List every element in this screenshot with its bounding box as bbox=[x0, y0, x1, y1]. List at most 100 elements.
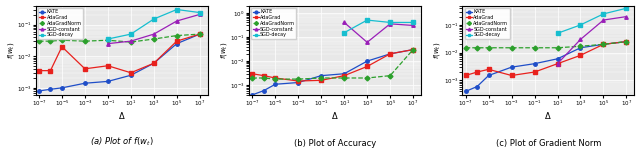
AdaGrad bbox=[577, 54, 584, 56]
Y-axis label: $f(w_t)$: $f(w_t)$ bbox=[219, 42, 229, 59]
Legend: KATE, AdaGrad, AdaGradNorm, SGD-constant, SGD-decay: KATE, AdaGrad, AdaGradNorm, SGD-constant… bbox=[252, 8, 296, 39]
KATE bbox=[260, 90, 268, 91]
SGD-constant bbox=[173, 20, 180, 22]
SGD-decay bbox=[577, 24, 584, 26]
SGD-decay bbox=[150, 18, 157, 20]
KATE bbox=[364, 60, 371, 62]
Line: SGD-constant: SGD-constant bbox=[106, 13, 202, 45]
SGD-constant bbox=[104, 43, 112, 45]
KATE bbox=[150, 62, 157, 64]
AdaGrad bbox=[294, 80, 302, 82]
Line: AdaGradNorm: AdaGradNorm bbox=[37, 32, 202, 44]
AdaGradNorm bbox=[58, 39, 66, 41]
AdaGradNorm bbox=[260, 77, 268, 79]
AdaGradNorm bbox=[127, 41, 134, 43]
SGD-constant bbox=[150, 33, 157, 35]
AdaGradNorm bbox=[600, 43, 607, 45]
SGD-decay bbox=[196, 12, 204, 14]
AdaGradNorm bbox=[409, 49, 417, 51]
AdaGradNorm bbox=[104, 39, 112, 41]
SGD-constant bbox=[364, 41, 371, 43]
AdaGrad bbox=[35, 70, 43, 72]
SGD-constant bbox=[623, 16, 630, 18]
X-axis label: $\Delta$: $\Delta$ bbox=[331, 110, 339, 121]
SGD-decay bbox=[104, 38, 112, 40]
AdaGradNorm bbox=[623, 41, 630, 43]
SGD-decay bbox=[127, 33, 134, 35]
AdaGradNorm bbox=[462, 47, 470, 49]
X-axis label: $\Delta$: $\Delta$ bbox=[118, 110, 125, 121]
AdaGrad bbox=[462, 75, 470, 76]
SGD-decay bbox=[387, 22, 394, 23]
AdaGrad bbox=[81, 68, 89, 70]
SGD-constant bbox=[577, 38, 584, 40]
AdaGrad bbox=[248, 73, 256, 75]
Line: KATE: KATE bbox=[464, 40, 628, 93]
AdaGradNorm bbox=[531, 47, 538, 49]
SGD-decay bbox=[554, 32, 561, 34]
AdaGrad bbox=[260, 75, 268, 77]
AdaGrad bbox=[271, 77, 279, 79]
AdaGrad bbox=[600, 43, 607, 45]
Text: (a) Plot of $f(w_t)$: (a) Plot of $f(w_t)$ bbox=[90, 135, 154, 148]
AdaGrad bbox=[387, 53, 394, 55]
Text: (b) Plot of Accuracy: (b) Plot of Accuracy bbox=[294, 139, 376, 148]
KATE bbox=[35, 90, 43, 92]
AdaGradNorm bbox=[47, 40, 54, 42]
KATE bbox=[554, 58, 561, 60]
Line: AdaGradNorm: AdaGradNorm bbox=[251, 48, 415, 81]
Line: AdaGrad: AdaGrad bbox=[464, 40, 628, 77]
AdaGrad bbox=[623, 41, 630, 43]
KATE bbox=[474, 86, 481, 87]
KATE bbox=[508, 66, 515, 68]
AdaGrad bbox=[196, 33, 204, 35]
KATE bbox=[47, 88, 54, 90]
KATE bbox=[81, 82, 89, 84]
KATE bbox=[196, 33, 204, 35]
AdaGrad bbox=[364, 66, 371, 67]
Line: SGD-decay: SGD-decay bbox=[556, 6, 628, 35]
SGD-decay bbox=[600, 13, 607, 15]
X-axis label: $\Delta$: $\Delta$ bbox=[545, 110, 552, 121]
AdaGradNorm bbox=[474, 47, 481, 49]
KATE bbox=[387, 53, 394, 55]
AdaGrad bbox=[340, 75, 348, 77]
KATE bbox=[173, 43, 180, 45]
KATE bbox=[484, 75, 492, 76]
Line: SGD-constant: SGD-constant bbox=[342, 21, 415, 44]
AdaGradNorm bbox=[196, 33, 204, 35]
AdaGrad bbox=[150, 62, 157, 64]
AdaGradNorm bbox=[294, 78, 302, 80]
AdaGradNorm bbox=[317, 77, 325, 79]
SGD-decay bbox=[623, 7, 630, 9]
Line: KATE: KATE bbox=[37, 32, 202, 93]
KATE bbox=[271, 83, 279, 85]
Line: AdaGrad: AdaGrad bbox=[251, 48, 415, 83]
KATE bbox=[127, 74, 134, 76]
SGD-constant bbox=[600, 19, 607, 21]
AdaGradNorm bbox=[508, 47, 515, 49]
AdaGrad bbox=[508, 75, 515, 76]
SGD-decay bbox=[364, 19, 371, 21]
Y-axis label: $f(w_t)$: $f(w_t)$ bbox=[6, 42, 15, 59]
AdaGradNorm bbox=[484, 47, 492, 49]
SGD-constant bbox=[387, 23, 394, 25]
AdaGradNorm bbox=[340, 77, 348, 79]
Line: KATE: KATE bbox=[251, 48, 415, 97]
AdaGrad bbox=[484, 68, 492, 70]
KATE bbox=[531, 63, 538, 65]
KATE bbox=[294, 82, 302, 83]
AdaGrad bbox=[474, 71, 481, 73]
SGD-decay bbox=[173, 9, 180, 10]
AdaGradNorm bbox=[364, 77, 371, 79]
AdaGrad bbox=[58, 46, 66, 48]
KATE bbox=[600, 43, 607, 45]
Legend: KATE, AdaGrad, AdaGradNorm, SGD-constant, SGD-decay: KATE, AdaGrad, AdaGradNorm, SGD-constant… bbox=[38, 8, 83, 39]
AdaGrad bbox=[409, 49, 417, 51]
Line: SGD-constant: SGD-constant bbox=[556, 15, 628, 65]
AdaGrad bbox=[554, 63, 561, 65]
KATE bbox=[577, 47, 584, 49]
SGD-constant bbox=[554, 63, 561, 65]
AdaGrad bbox=[317, 79, 325, 81]
KATE bbox=[409, 49, 417, 51]
